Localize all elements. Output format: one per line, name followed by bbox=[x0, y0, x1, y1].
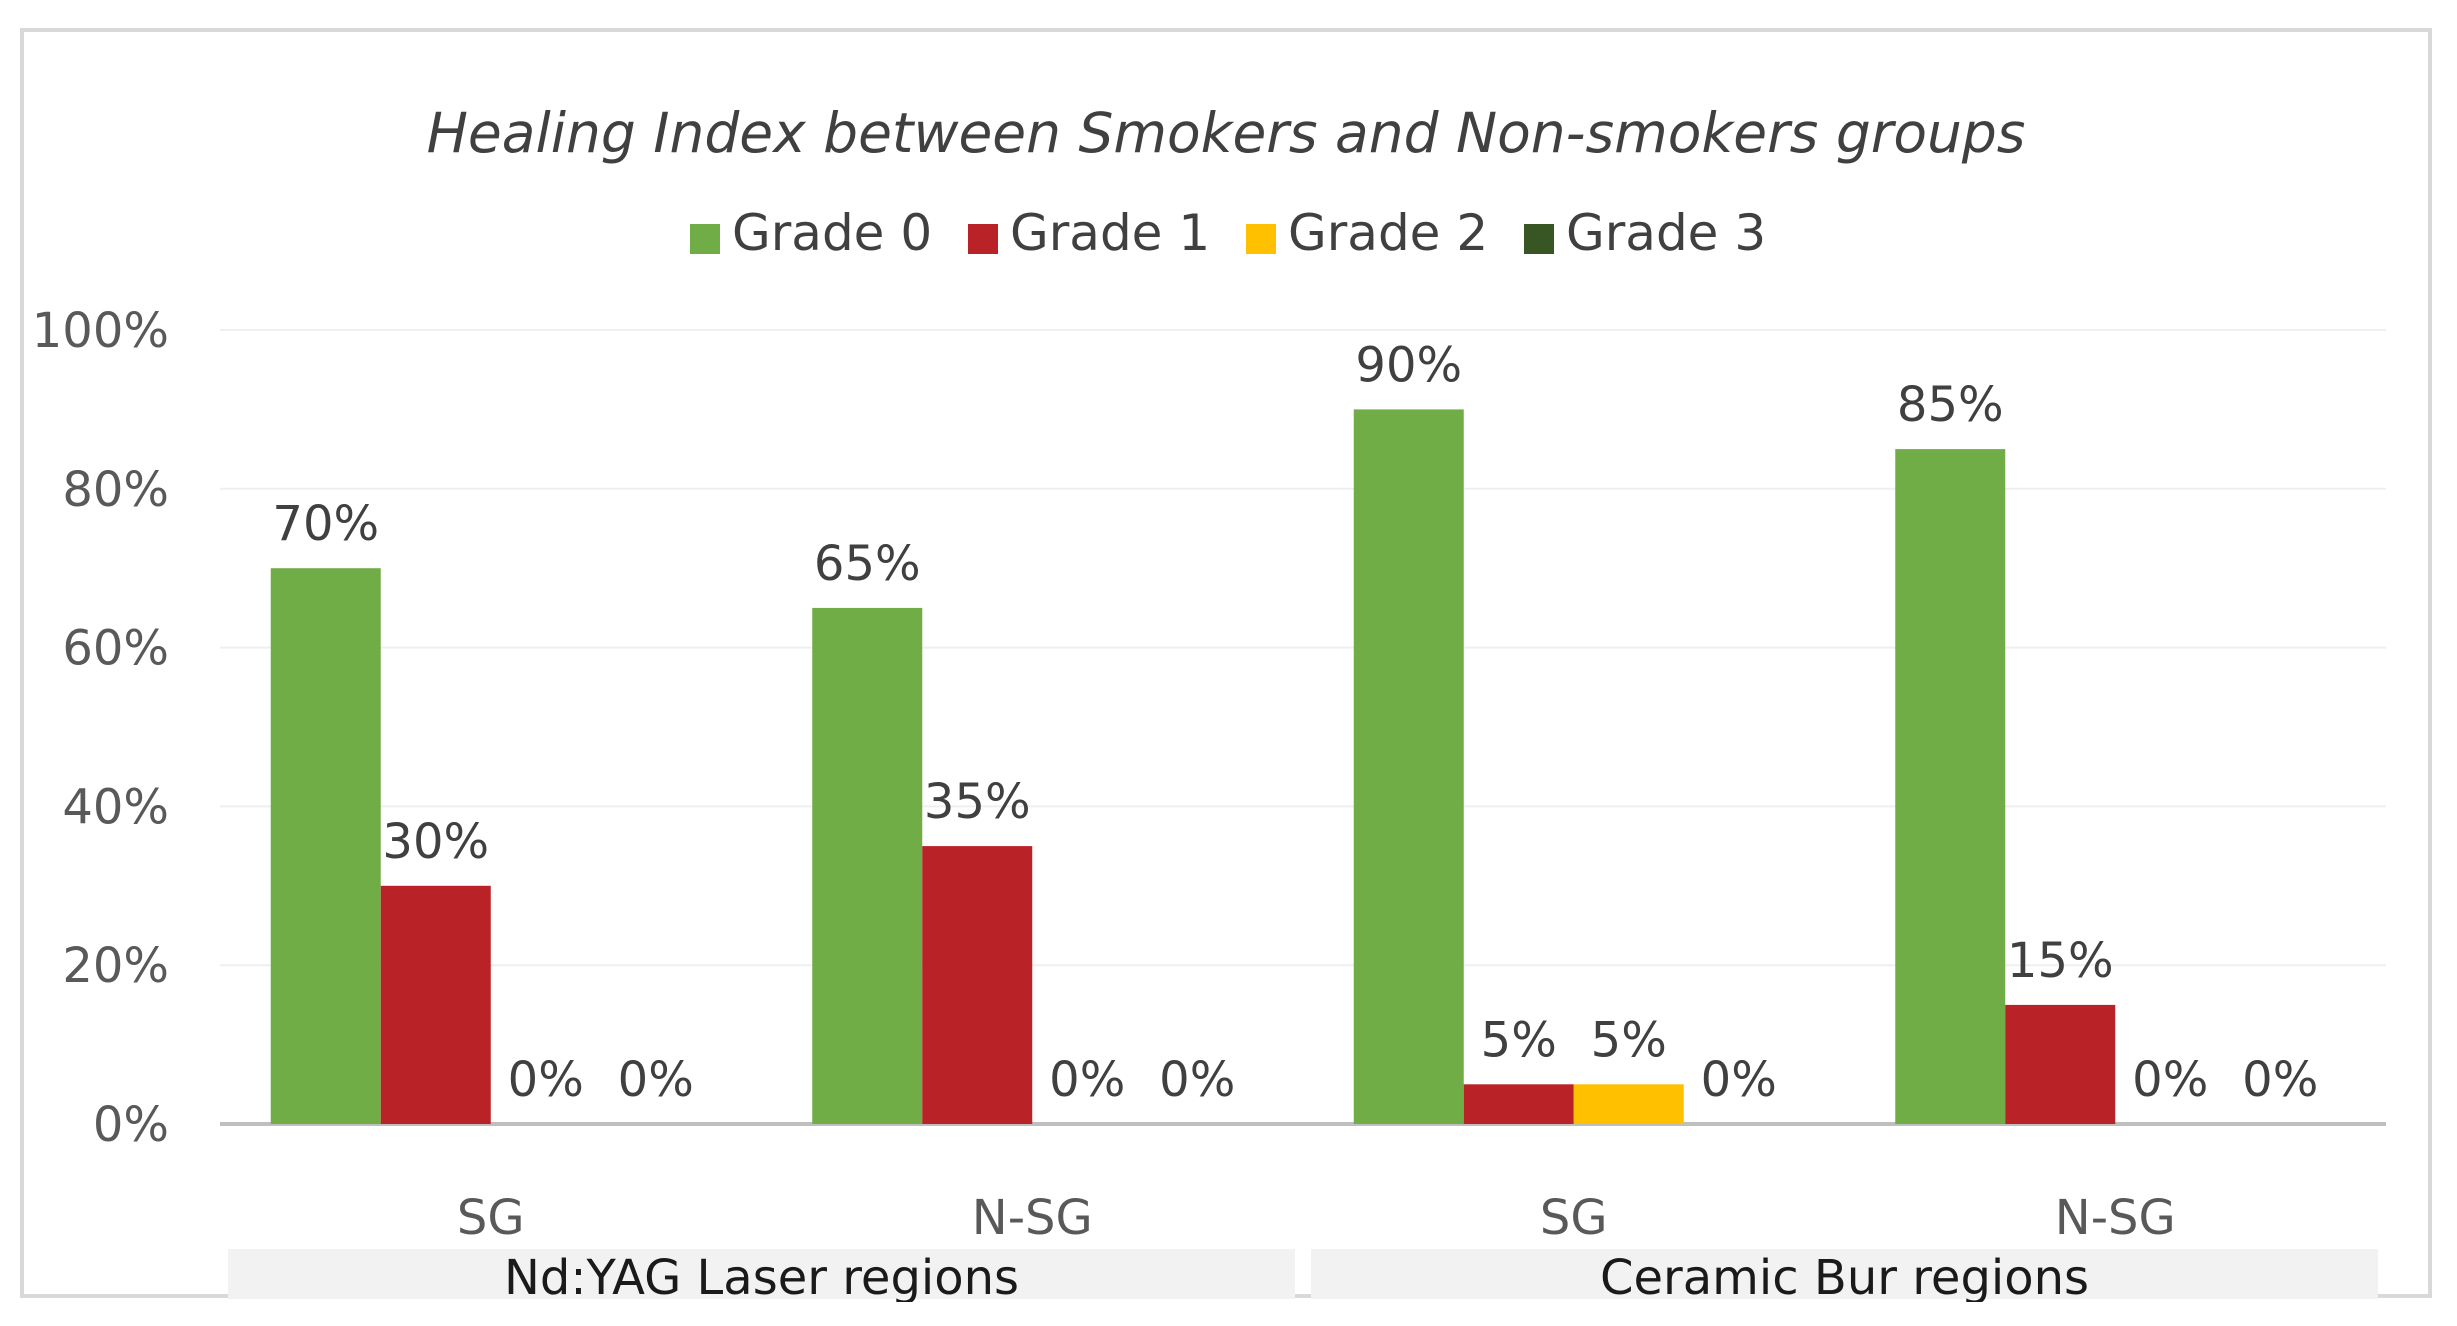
data-label: 70% bbox=[272, 496, 379, 552]
x-axis-groups: Nd:YAG Laser regions Ceramic Bur regions bbox=[228, 1249, 2378, 1302]
legend-label: Grade 1 bbox=[1010, 204, 1210, 262]
bar bbox=[1895, 449, 2006, 1125]
bar bbox=[380, 885, 491, 1124]
y-tick-label: 100% bbox=[32, 303, 169, 359]
x-category-label: SG bbox=[1540, 1190, 1608, 1246]
data-label: 85% bbox=[1897, 377, 2004, 433]
y-tick-label: 60% bbox=[62, 621, 169, 677]
chart-frame: Healing Index between Smokers and Non-sm… bbox=[20, 28, 2432, 1302]
x-category-label: N-SG bbox=[2055, 1190, 2176, 1246]
legend: Grade 0 Grade 1 Grade 2 Grade 3 bbox=[690, 204, 1766, 262]
legend-swatch bbox=[690, 224, 720, 254]
data-labels: 70% 30% 0% 0% 65% 35% 0% 0% 90% 5% 5% 0% 85% 15% 0% 0% bbox=[272, 337, 2318, 1108]
bar bbox=[1463, 1084, 1574, 1124]
bars bbox=[270, 409, 2116, 1125]
x-axis-categories: SG N-SG SG N-SG bbox=[457, 1190, 2176, 1246]
x-group-label: Ceramic Bur regions bbox=[1600, 1250, 2089, 1302]
data-label: 0% bbox=[2242, 1052, 2318, 1108]
legend-swatch bbox=[1246, 224, 1276, 254]
data-label: 0% bbox=[618, 1052, 694, 1108]
legend-swatch bbox=[968, 224, 998, 254]
group-band bbox=[228, 1249, 1295, 1299]
legend-label: Grade 2 bbox=[1288, 204, 1488, 262]
group-band bbox=[1311, 1249, 2378, 1299]
legend-label: Grade 0 bbox=[732, 204, 932, 262]
legend-label: Grade 3 bbox=[1566, 204, 1766, 262]
data-label: 15% bbox=[2007, 933, 2114, 989]
y-tick-label: 0% bbox=[93, 1097, 169, 1153]
data-label: 0% bbox=[2132, 1052, 2208, 1108]
data-label: 90% bbox=[1355, 337, 1462, 393]
data-label: 5% bbox=[1591, 1012, 1667, 1068]
y-tick-label: 80% bbox=[62, 462, 169, 518]
data-label: 0% bbox=[1049, 1052, 1125, 1108]
bar bbox=[812, 607, 923, 1124]
bar bbox=[270, 568, 381, 1124]
x-category-label: N-SG bbox=[972, 1190, 1093, 1246]
chart-title: Healing Index between Smokers and Non-sm… bbox=[427, 101, 2026, 165]
chart-svg: Healing Index between Smokers and Non-sm… bbox=[32, 101, 2386, 1302]
data-label: 0% bbox=[508, 1052, 584, 1108]
data-label: 5% bbox=[1481, 1012, 1557, 1068]
bar bbox=[1573, 1084, 1684, 1124]
data-label: 30% bbox=[382, 814, 489, 870]
y-tick-label: 40% bbox=[62, 779, 169, 835]
bar bbox=[2005, 1004, 2116, 1124]
data-label: 0% bbox=[1701, 1052, 1777, 1108]
data-label: 0% bbox=[1159, 1052, 1235, 1108]
x-category-label: SG bbox=[457, 1190, 525, 1246]
data-label: 35% bbox=[924, 774, 1031, 830]
bar bbox=[922, 846, 1033, 1124]
y-axis-ticks: 0% 20% 40% 60% 80% 100% bbox=[32, 303, 169, 1153]
y-tick-label: 20% bbox=[62, 938, 169, 994]
bar bbox=[1353, 409, 1464, 1124]
x-group-label: Nd:YAG Laser regions bbox=[504, 1250, 1019, 1302]
data-label: 65% bbox=[814, 536, 921, 592]
legend-swatch bbox=[1524, 224, 1554, 254]
